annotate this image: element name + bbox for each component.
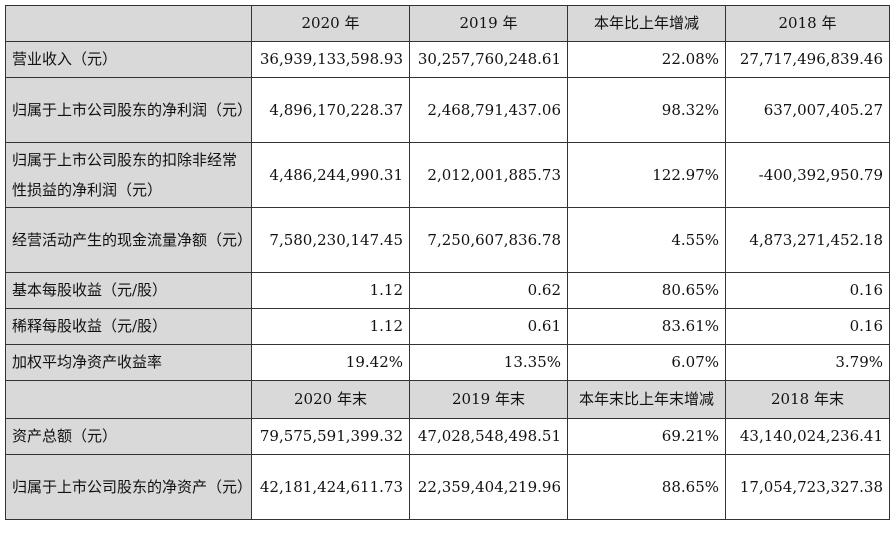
value-cell: 69.21% [567,418,726,455]
table-row-net-assets: 归属于上市公司股东的净资产（元） 42,181,424,611.73 22,35… [5,454,890,520]
column-header: 2018 年末 [725,380,890,419]
row-label: 资产总额（元） [5,418,252,455]
value-cell: 4.55% [567,207,726,273]
column-header: 2018 年 [725,5,890,42]
row-label: 营业收入（元） [5,41,252,78]
value-cell: 4,873,271,452.18 [725,207,890,273]
value-cell: 98.32% [567,77,726,143]
value-cell: 19.42% [251,344,410,381]
value-cell: 1.12 [251,272,410,309]
table-row-diluted-eps: 稀释每股收益（元/股） 1.12 0.61 83.61% 0.16 [5,308,890,345]
value-cell: 22.08% [567,41,726,78]
column-header: 2019 年 [409,5,568,42]
row-label-text: 归属于上市公司股东的净利润（元） [12,101,252,119]
value-cell: 88.65% [567,454,726,520]
value-cell: 2,012,001,885.73 [409,142,568,208]
value-cell: 7,580,230,147.45 [251,207,410,273]
value-cell: 22,359,404,219.96 [409,454,568,520]
value-cell: 13.35% [409,344,568,381]
value-cell: 0.16 [725,272,890,309]
value-cell: 79,575,591,399.32 [251,418,410,455]
table-row-basic-eps: 基本每股收益（元/股） 1.12 0.62 80.65% 0.16 [5,272,890,309]
row-label: 加权平均净资产收益率 [5,344,252,381]
table-row-operating-cash-flow: 经营活动产生的现金流量净额（元） 7,580,230,147.45 7,250,… [5,207,890,273]
value-cell: 47,028,548,498.51 [409,418,568,455]
row-label-text: 经营活动产生的现金流量净额（元） [12,231,252,249]
value-cell: 0.16 [725,308,890,345]
value-cell: 43,140,024,236.41 [725,418,890,455]
column-header: 2020 年末 [251,380,410,419]
table-row-net-profit-excl-nonrecurring: 归属于上市公司股东的扣除非经常性损益的净利润（元） 4,486,244,990.… [5,142,890,208]
value-cell: 27,717,496,839.46 [725,41,890,78]
value-cell: 7,250,607,836.78 [409,207,568,273]
header-row-year-end: 2020 年末 2019 年末 本年末比上年末增减 2018 年末 [5,380,890,419]
value-cell: 122.97% [567,142,726,208]
value-cell: 4,896,170,228.37 [251,77,410,143]
table-row-operating-revenue: 营业收入（元） 36,939,133,598.93 30,257,760,248… [5,41,890,78]
value-cell: 3.79% [725,344,890,381]
financial-summary-table: 2020 年 2019 年 本年比上年增减 2018 年 营业收入（元） 36,… [5,5,890,520]
header-corner-cell [5,380,252,419]
table-row-weighted-roe: 加权平均净资产收益率 19.42% 13.35% 6.07% 3.79% [5,344,890,381]
column-header: 2019 年末 [409,380,568,419]
row-label: 归属于上市公司股东的扣除非经常性损益的净利润（元） [5,142,252,208]
value-cell: 4,486,244,990.31 [251,142,410,208]
value-cell: 80.65% [567,272,726,309]
value-cell: 36,939,133,598.93 [251,41,410,78]
row-label: 归属于上市公司股东的净资产（元） [5,454,252,520]
value-cell: 0.62 [409,272,568,309]
value-cell: 6.07% [567,344,726,381]
value-cell: 17,054,723,327.38 [725,454,890,520]
value-cell: 0.61 [409,308,568,345]
column-header: 本年末比上年末增减 [567,380,726,419]
row-label: 经营活动产生的现金流量净额（元） [5,207,252,273]
table-row-total-assets: 资产总额（元） 79,575,591,399.32 47,028,548,498… [5,418,890,455]
value-cell: 83.61% [567,308,726,345]
row-label-text: 归属于上市公司股东的净资产（元） [12,478,252,496]
column-header: 2020 年 [251,5,410,42]
value-cell: 42,181,424,611.73 [251,454,410,520]
value-cell: 2,468,791,437.06 [409,77,568,143]
row-label: 稀释每股收益（元/股） [5,308,252,345]
value-cell: 30,257,760,248.61 [409,41,568,78]
column-header: 本年比上年增减 [567,5,726,42]
row-label: 归属于上市公司股东的净利润（元） [5,77,252,143]
value-cell: -400,392,950.79 [725,142,890,208]
table-row-net-profit: 归属于上市公司股东的净利润（元） 4,896,170,228.37 2,468,… [5,77,890,143]
row-label-text: 归属于上市公司股东的扣除非经常性损益的净利润（元） [12,151,238,199]
header-row-annual: 2020 年 2019 年 本年比上年增减 2018 年 [5,5,890,42]
header-corner-cell [5,5,252,42]
row-label: 基本每股收益（元/股） [5,272,252,309]
value-cell: 637,007,405.27 [725,77,890,143]
value-cell: 1.12 [251,308,410,345]
